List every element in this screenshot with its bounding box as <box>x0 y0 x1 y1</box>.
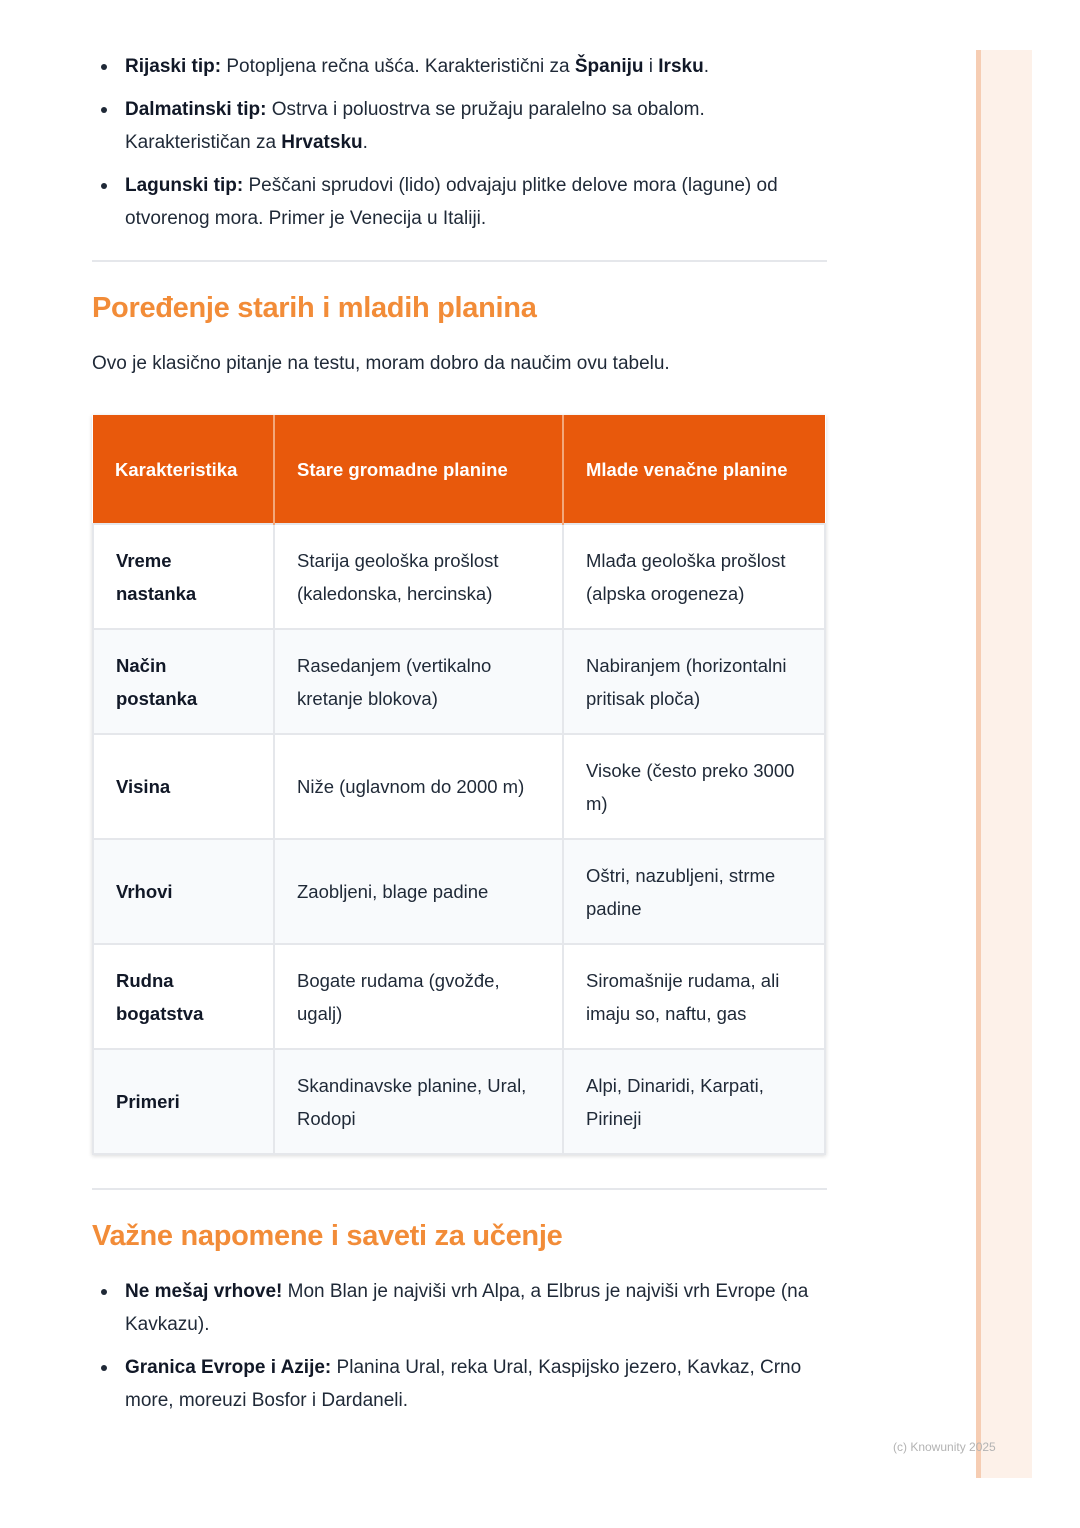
section-heading: Važne napomene i saveti za učenje <box>92 1220 563 1252</box>
term: Rijaski tip: <box>125 56 222 77</box>
list-item: Granica Evrope i Azije: Planina Ural, re… <box>92 1351 827 1417</box>
table-cell: Rasedanjem (vertikalno kretanje blokova) <box>273 628 564 735</box>
document-content: Rijaski tip: Potopljena rečna ušća. Kara… <box>92 50 827 1427</box>
row-label: Vrhovi <box>92 838 275 945</box>
list-item: Dalmatinski tip: Ostrva i poluostrva se … <box>92 93 827 159</box>
term: Španiju <box>574 56 644 77</box>
table-cell: Zaobljeni, blage padine <box>273 838 564 945</box>
header-cell: Mlade venačne planine <box>563 415 825 524</box>
table-row: Vreme nastanka Starija geološka prošlost … <box>92 523 826 630</box>
table-row: Rudna bogatstva Bogate rudama (gvožđe, ug… <box>92 943 826 1050</box>
comparison-table: Karakteristika Stare gromadne planine Ml… <box>92 415 826 1155</box>
table-row: Vrhovi Zaobljeni, blage padine Oštri, nazu… <box>92 838 826 945</box>
table-header-row: Karakteristika Stare gromadne planine Ml… <box>93 415 825 524</box>
text: Potopljena rečna ušća. Karakteristični z… <box>221 56 575 77</box>
text: Planina Ural, reka Ural, Kaspijsko jezer… <box>125 1357 802 1411</box>
row-label: Rudna bogatstva <box>92 943 275 1050</box>
table-cell: Siromašnije rudama, ali imaju so, naftu,… <box>562 943 826 1050</box>
table-cell: Nabiranjem (horizontalni pritisak ploča) <box>562 628 826 735</box>
term: Ne mešaj vrhove! <box>125 1281 283 1302</box>
row-label: Visina <box>92 733 275 840</box>
text: . <box>362 132 368 153</box>
term: Dalmatinski tip: <box>125 99 267 120</box>
row-label: Vreme nastanka <box>92 523 275 630</box>
divider <box>92 1188 827 1190</box>
list-item: Lagunski tip: Peščani sprudovi (lido) od… <box>92 169 827 235</box>
table-cell: Skandinavske planine, Ural, Rodopi <box>273 1048 564 1155</box>
table-cell: Niže (uglavnom do 2000 m) <box>273 733 564 840</box>
table-cell: Alpi, Dinaridi, Karpati, Pirineji <box>562 1048 826 1155</box>
coast-types-list: Rijaski tip: Potopljena rečna ušća. Kara… <box>92 50 827 235</box>
text: Mon Blan je najviši vrh Alpa, a Elbrus j… <box>125 1281 809 1335</box>
row-label: Primeri <box>92 1048 275 1155</box>
text: Ostrva i poluostrva se pružaju paralelno… <box>125 99 705 153</box>
table-cell: Mlađa geološka prošlost (alpska orogenez… <box>562 523 826 630</box>
term: Granica Evrope i Azije: <box>125 1357 332 1378</box>
header-cell: Karakteristika <box>93 415 275 524</box>
header-cell: Stare gromadne planine <box>274 415 564 524</box>
text: i <box>643 56 659 77</box>
copyright: (c) Knowunity 2025 <box>893 1440 996 1454</box>
table-cell: Oštri, nazubljeni, strme padine <box>562 838 826 945</box>
list-item: Rijaski tip: Potopljena rečna ušća. Kara… <box>92 50 827 83</box>
table-row: Visina Niže (uglavnom do 2000 m) Visoke (č… <box>92 733 826 840</box>
term: Lagunski tip: <box>125 175 244 196</box>
section-heading: Poređenje starih i mladih planina <box>92 292 537 324</box>
term: Hrvatsku <box>281 132 363 153</box>
table-cell: Starija geološka prošlost (kaledonska, h… <box>273 523 564 630</box>
table-row: Način postanka Rasedanjem (vertikalno kre… <box>92 628 826 735</box>
margin-stripe <box>976 50 1032 1478</box>
list-item: Ne mešaj vrhove! Mon Blan je najviši vrh… <box>92 1275 827 1341</box>
text: Peščani sprudovi (lido) odvajaju plitke … <box>125 175 778 229</box>
table-row: Primeri Skandinavske planine, Ural, Rodop… <box>92 1048 826 1155</box>
text: . <box>703 56 709 77</box>
term: Irsku <box>658 56 704 77</box>
table-cell: Bogate rudama (gvožđe, ugalj) <box>273 943 564 1050</box>
table-cell: Visoke (često preko 3000 m) <box>562 733 826 840</box>
tips-list: Ne mešaj vrhove! Mon Blan je najviši vrh… <box>92 1275 827 1417</box>
row-label: Način postanka <box>92 628 275 735</box>
intro-text: Ovo je klasično pitanje na testu, moram … <box>92 353 670 374</box>
divider <box>92 260 827 262</box>
